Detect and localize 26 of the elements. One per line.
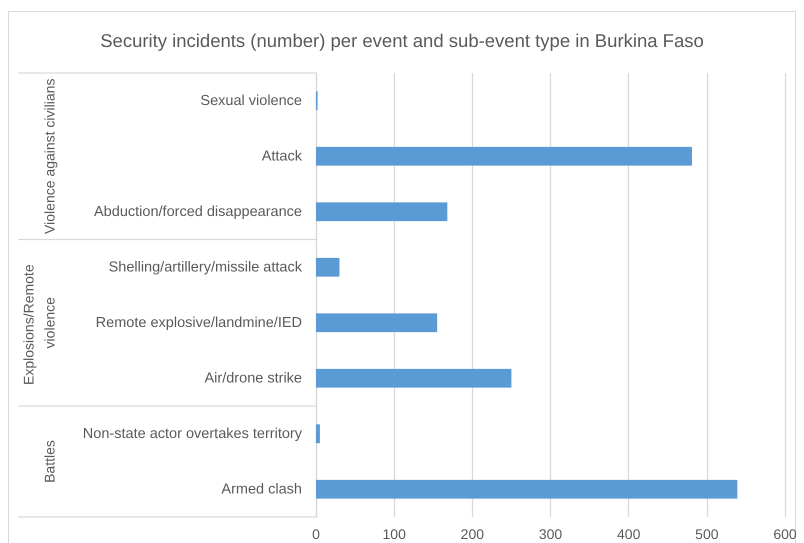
bar <box>316 258 340 277</box>
bar <box>316 480 738 499</box>
y-tick-label: Shelling/artillery/missile attack <box>108 259 303 276</box>
y-tick-label: Air/drone strike <box>204 370 302 386</box>
text: Battles <box>42 440 58 483</box>
chart-title: Security incidents (number) per event and sub-event type in Burkina Faso <box>100 30 704 51</box>
bar <box>316 146 692 166</box>
bar <box>316 368 512 388</box>
x-tick-label: 500 <box>695 526 719 542</box>
x-tick-label: 0 <box>312 526 320 542</box>
y-tick-label: Abduction/forced disappearance <box>94 204 302 220</box>
x-tick-label: 200 <box>460 526 484 542</box>
y-tick-label: Remote explosive/landmine/IED <box>96 314 302 331</box>
x-tick-label: 600 <box>773 526 797 542</box>
text: Explosions/Remote violence <box>20 260 58 386</box>
bar <box>316 424 320 444</box>
y-tick-label: Non-state actor overtakes territory <box>82 426 303 442</box>
bar <box>316 313 438 332</box>
y-tick-label: Armed clash <box>221 481 302 498</box>
text: Violence against civilians <box>42 78 58 234</box>
y-tick-label: Sexual violence <box>200 92 302 109</box>
x-tick-label: 100 <box>382 526 406 542</box>
y-tick-label: Attack <box>262 148 303 164</box>
bar <box>316 202 448 222</box>
x-tick-label: 300 <box>538 526 562 542</box>
x-tick-label: 400 <box>616 526 641 542</box>
